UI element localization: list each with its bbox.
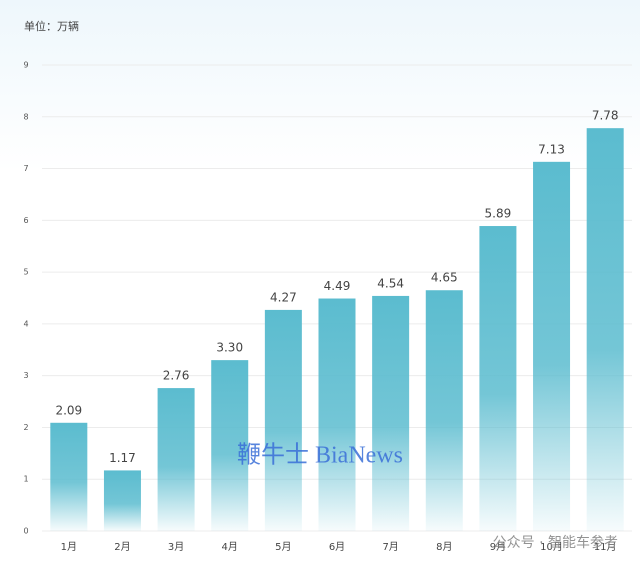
bar — [372, 295, 410, 531]
value-label: 5.89 — [485, 207, 512, 221]
value-label: 7.78 — [592, 109, 619, 123]
y-tick-label: 1 — [23, 475, 28, 484]
bar — [264, 309, 302, 531]
value-label: 1.17 — [109, 451, 136, 465]
value-label: 4.27 — [270, 290, 297, 304]
x-tick-label: 6月 — [329, 541, 345, 553]
x-tick-label: 11月 — [594, 541, 617, 553]
y-tick-label: 3 — [23, 371, 28, 380]
value-label: 3.30 — [216, 341, 243, 355]
value-label: 7.13 — [538, 142, 565, 156]
value-label: 4.54 — [377, 276, 404, 290]
x-tick-label: 1月 — [61, 541, 77, 553]
x-tick-label: 9月 — [490, 541, 506, 553]
x-tick-label: 4月 — [222, 541, 238, 553]
x-tick-label: 2月 — [114, 541, 130, 553]
watermark: 鞭牛士 BiaNews — [237, 442, 403, 469]
y-tick-label: 2 — [23, 423, 28, 432]
value-label: 4.65 — [431, 271, 458, 285]
unit-label: 单位：万辆 — [24, 19, 79, 33]
bar — [157, 388, 195, 531]
x-tick-label: 7月 — [382, 541, 398, 553]
bar — [479, 226, 517, 532]
x-tick-label: 3月 — [168, 541, 184, 553]
y-tick-label: 9 — [23, 61, 28, 70]
bar — [211, 360, 249, 531]
bar — [318, 298, 356, 531]
y-tick-label: 5 — [23, 268, 28, 277]
x-tick-label: 8月 — [436, 541, 452, 553]
y-tick-label: 0 — [23, 527, 28, 536]
y-tick-label: 7 — [23, 164, 28, 173]
y-tick-label: 8 — [23, 112, 28, 121]
bar — [425, 290, 463, 531]
bar — [50, 422, 88, 531]
value-label: 2.76 — [163, 369, 190, 383]
bar — [533, 161, 571, 531]
x-tick-label: 5月 — [275, 541, 291, 553]
y-tick-label: 4 — [23, 319, 28, 328]
bar — [586, 128, 624, 531]
watermark: 公众号 · 智能车参考 — [493, 534, 618, 551]
value-label: 2.09 — [55, 403, 82, 417]
x-tick-label: 10月 — [540, 541, 563, 553]
value-label: 4.49 — [324, 279, 351, 293]
bar — [103, 470, 141, 531]
y-tick-label: 6 — [23, 216, 28, 225]
